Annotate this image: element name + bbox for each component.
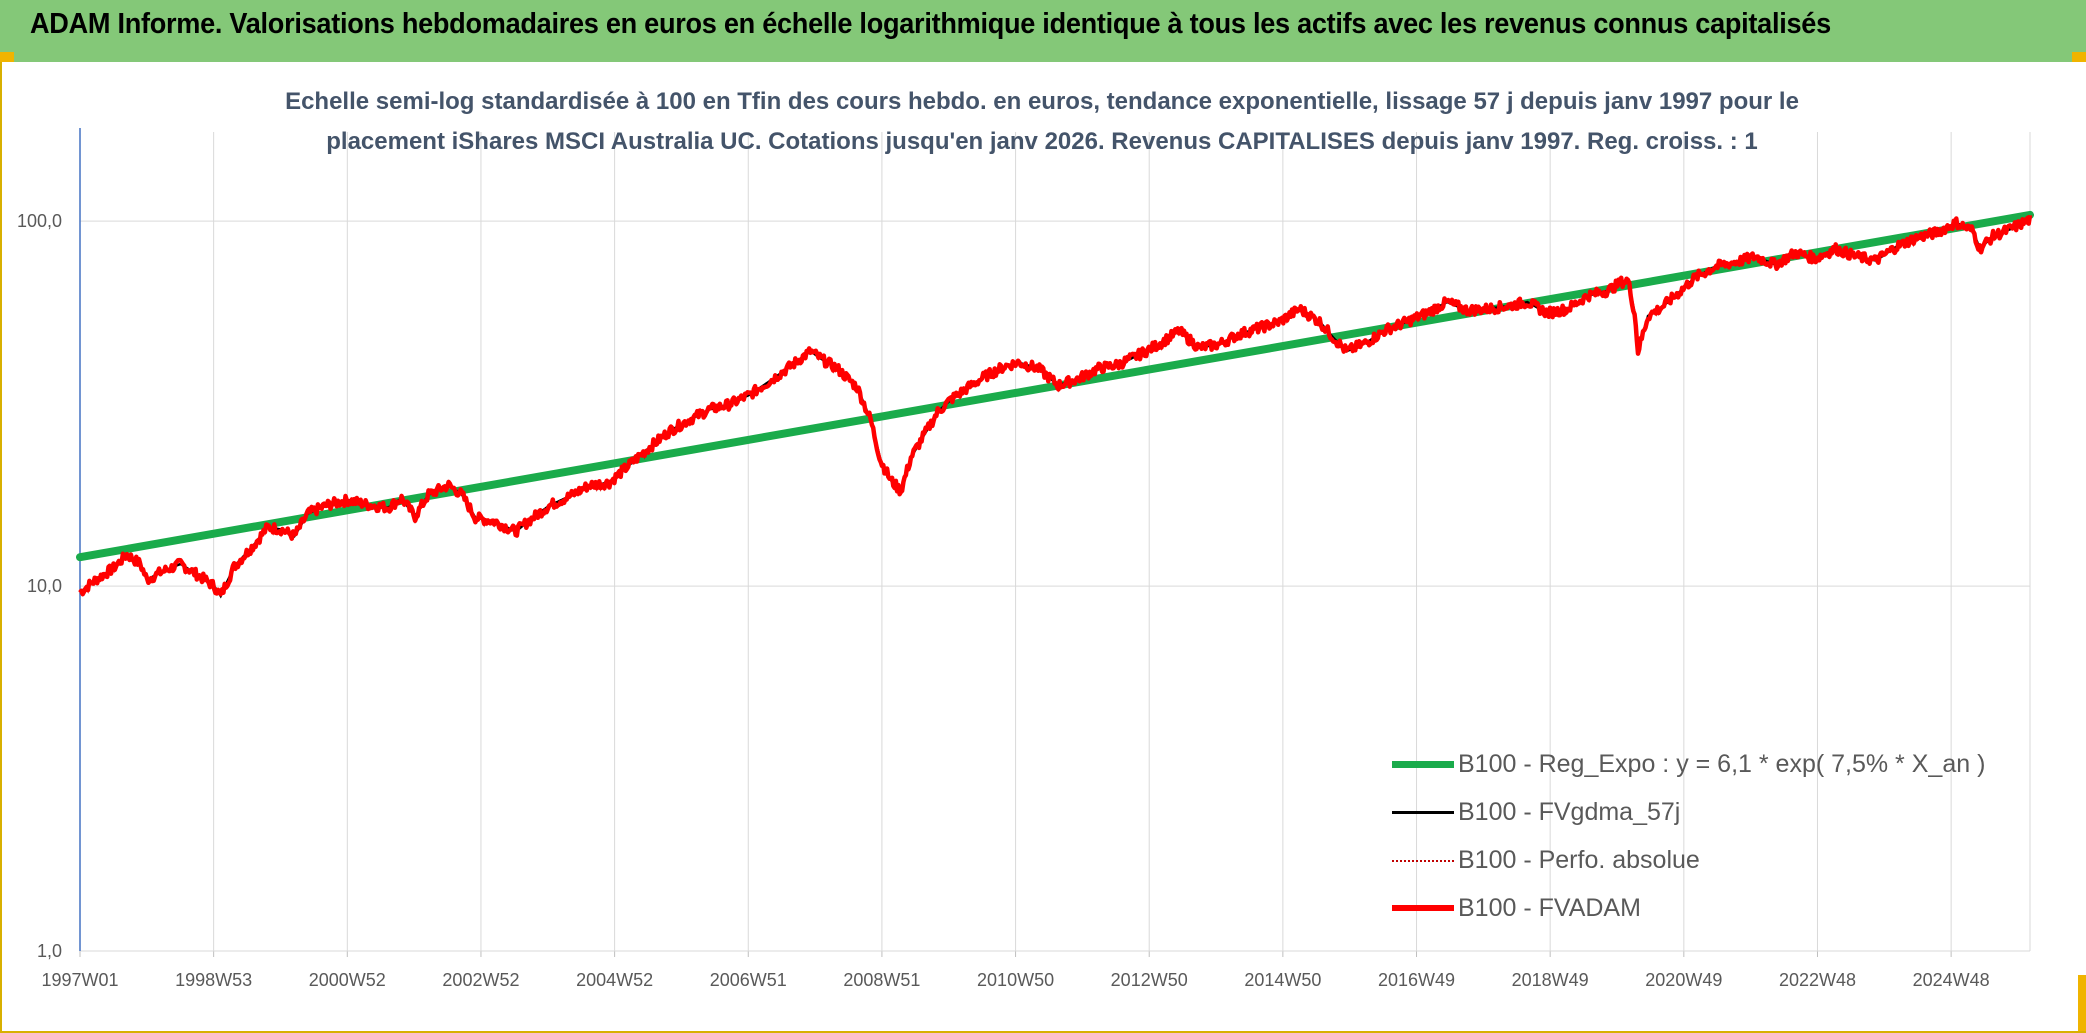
- series-fvadam-line: [78, 214, 2033, 597]
- series-absolute-line: [79, 215, 2031, 597]
- legend-swatch-regression: [1392, 761, 1454, 768]
- x-tick-label: 2024W48: [1913, 970, 1990, 990]
- x-tick-label: 2012W50: [1111, 970, 1188, 990]
- x-tick-label: 2022W48: [1779, 970, 1856, 990]
- x-tick-label: 1997W01: [41, 970, 118, 990]
- legend-label-fvadam: B100 - FVADAM: [1458, 894, 1641, 922]
- corner-mark-right: [2072, 52, 2086, 62]
- x-tick-label: 2002W52: [442, 970, 519, 990]
- legend-swatch-smoothed: [1392, 811, 1454, 814]
- chart-svg: 1997W01 1998W53 2000W52 2002W52 2004W52 2006W…: [17, 128, 2034, 990]
- chart-title-line2: placement iShares MSCI Australia UC. Cot…: [326, 128, 1758, 155]
- legend-item-smoothed: B100 - FVgdma_57j: [1392, 790, 2032, 838]
- x-tick-label: 2006W51: [710, 970, 787, 990]
- legend-item-regression: B100 - Reg_Expo : y = 6,1 * exp( 7,5% * …: [1392, 742, 2032, 790]
- x-tick-label: 2004W52: [576, 970, 653, 990]
- legend-label-regression: B100 - Reg_Expo : y = 6,1 * exp( 7,5% * …: [1458, 750, 1986, 778]
- corner-mark-left: [0, 52, 14, 62]
- legend-item-fvadam: B100 - FVADAM: [1392, 886, 2032, 934]
- chart-title-line1: Echelle semi-log standardisée à 100 en T…: [285, 88, 1799, 115]
- report-title: ADAM Informe. Valorisations hebdomadaire…: [30, 8, 1831, 40]
- chart-frame: 1997W01 1998W53 2000W52 2002W52 2004W52 2006W…: [0, 62, 2086, 1033]
- x-tick-label: 2016W49: [1378, 970, 1455, 990]
- report-banner: ADAM Informe. Valorisations hebdomadaire…: [0, 0, 2086, 62]
- y-tick-label: 10,0: [27, 576, 62, 596]
- legend-label-absolute: B100 - Perfo. absolue: [1458, 846, 1700, 874]
- chart-legend: B100 - Reg_Expo : y = 6,1 * exp( 7,5% * …: [1392, 742, 2032, 934]
- x-tick-label: 2014W50: [1244, 970, 1321, 990]
- legend-label-smoothed: B100 - FVgdma_57j: [1458, 798, 1681, 826]
- x-tick-label: 2018W49: [1512, 970, 1589, 990]
- legend-swatch-absolute: [1392, 860, 1454, 862]
- legend-item-absolute: B100 - Perfo. absolue: [1392, 838, 2032, 886]
- x-tick-label: 2020W49: [1645, 970, 1722, 990]
- x-tick-label: 2010W50: [977, 970, 1054, 990]
- y-tick-label: 100,0: [17, 211, 62, 231]
- x-tick-label: 2008W51: [843, 970, 920, 990]
- y-tick-label: 1,0: [37, 941, 62, 961]
- series-smoothed-line: [79, 218, 2031, 599]
- legend-swatch-fvadam: [1392, 905, 1454, 911]
- x-tick-label: 2000W52: [309, 970, 386, 990]
- corner-mark-bottom-right: [2078, 975, 2086, 1033]
- x-tick-label: 1998W53: [175, 970, 252, 990]
